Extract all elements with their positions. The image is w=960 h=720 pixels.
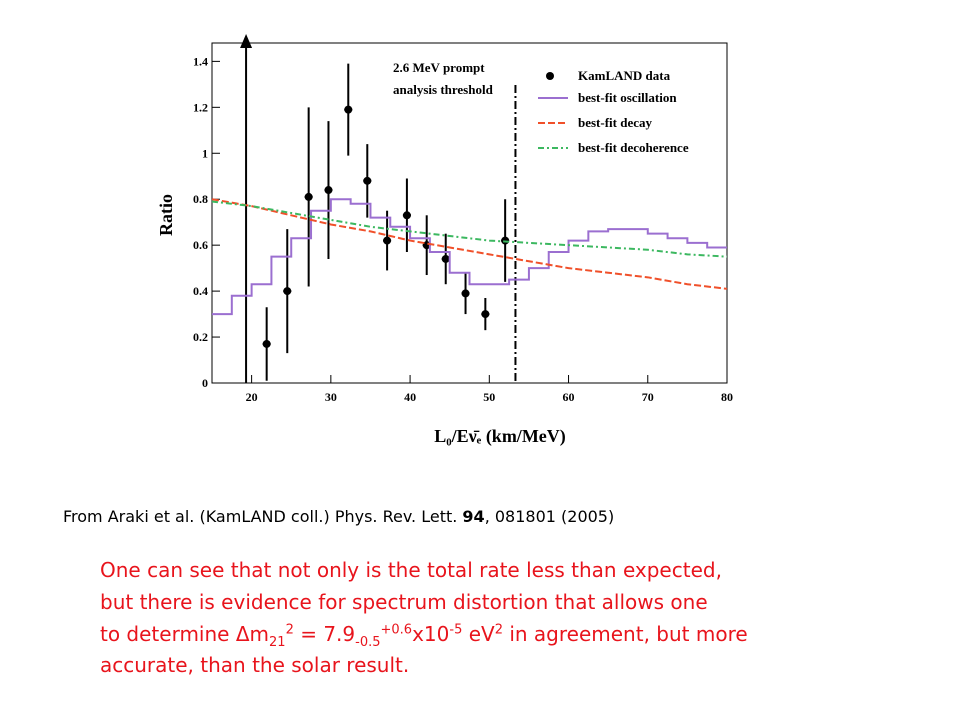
data-point [363,176,372,185]
subscript: -0.5 [355,635,381,650]
arrow-head [240,34,253,48]
text: in agreement, but more [502,622,748,646]
caption-text: From Araki et al. (KamLAND coll.) Phys. … [63,507,463,526]
body-line: One can see that not only is the total r… [100,558,722,582]
y-tick-label: 1.4 [193,54,208,68]
legend-label: best-fit decay [578,115,653,130]
series [262,63,510,381]
x-tick-label: 60 [563,390,575,404]
body-line: but there is evidence for spectrum disto… [100,590,708,614]
data-point [402,211,411,220]
body-line: to determine Δm212 = 7.9-0.5+0.6x10-5 eV… [100,622,748,650]
legend-marker [546,72,554,80]
text: to determine [100,622,236,646]
y-tick-label: 0.4 [193,284,208,298]
x-tick-label: 80 [721,390,733,404]
annotation: 2.6 MeV prompt [393,60,485,75]
caption-text: , 081801 (2005) [484,507,615,526]
x-axis-label: L₀/Eν̄ₑ (km/MeV) [434,426,566,447]
symbol: Δm [235,622,270,646]
caption-volume: 94 [462,507,485,526]
data-point [481,310,490,319]
x-tick-label: 30 [325,390,337,404]
caption: From Araki et al. (KamLAND coll.) Phys. … [63,507,614,526]
y-tick-label: 0.6 [193,238,208,252]
series-line [211,198,728,290]
x-tick-label: 40 [404,390,416,404]
subscript: 21 [269,635,286,650]
data-point [283,287,292,296]
text: eV [462,622,495,646]
series [211,198,728,290]
body-line: accurate, than the solar result. [100,653,410,677]
x-tick-label: 50 [483,390,495,404]
superscript: 2 [285,622,294,638]
superscript: +0.6 [380,622,413,638]
text: x10 [412,622,450,646]
data-point [441,254,450,263]
y-tick-label: 0.2 [193,330,208,344]
series-line [211,200,728,258]
plot-frame [211,42,728,384]
x-tick-label: 20 [246,390,258,404]
superscript: 2 [494,622,503,638]
x-tick-label: 70 [642,390,654,404]
y-tick-label: 1.2 [193,100,208,114]
superscript: -5 [449,622,463,638]
data-point [461,289,470,298]
series [211,200,728,258]
data-point [383,236,392,245]
series-line [212,198,727,316]
data-point [324,186,333,195]
legend-label: best-fit decoherence [578,140,689,155]
data-point [344,105,353,114]
data-point [304,192,313,201]
legend-label: best-fit oscillation [578,90,677,105]
data-point [262,339,271,348]
text: = 7.9 [293,622,356,646]
y-tick-label: 0.8 [193,192,208,206]
annotation: analysis threshold [393,82,494,97]
y-tick-label: 1 [202,146,208,160]
legend-label: KamLAND data [578,68,671,83]
series [212,198,727,316]
y-axis-label: Ratio [156,194,176,236]
y-tick-label: 0 [202,376,208,390]
